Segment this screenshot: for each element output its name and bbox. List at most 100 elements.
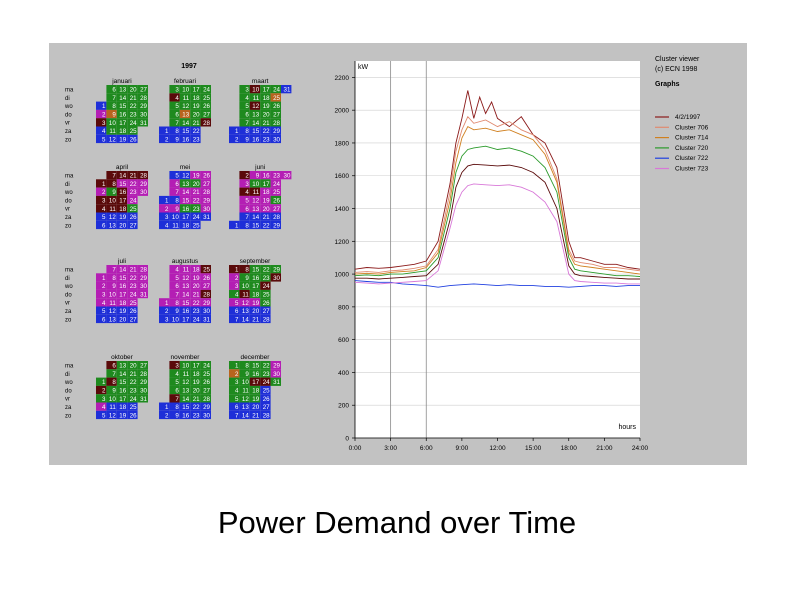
calendar-day-cell: [190, 195, 201, 205]
calendar-day-number: 5: [175, 173, 179, 180]
calendar-day-cell: [260, 402, 271, 411]
calendar-day-cell: [260, 410, 271, 420]
calendar-day-number: 22: [263, 363, 270, 370]
calendar-day-number: 21: [193, 292, 200, 299]
calendar-day-number: 28: [273, 214, 280, 221]
calendar-day-number: 19: [263, 103, 270, 110]
calendar-day-number: 24: [273, 87, 280, 94]
calendar-day-number: 2: [235, 136, 239, 143]
calendar-day-number: 4: [245, 95, 249, 102]
copyright: (c) ECN 1998: [655, 66, 698, 73]
calendar-day-number: 14: [182, 189, 189, 196]
calendar-day-number: 23: [193, 206, 200, 213]
calendar-day-number: 7: [175, 292, 179, 299]
month-name: juni: [254, 164, 265, 171]
calendar-day-number: 5: [175, 379, 179, 386]
calendar-day-number: 30: [203, 206, 210, 213]
calendar-day-number: 27: [130, 222, 137, 229]
calendar-day-cell: [96, 204, 107, 213]
calendar-day-number: 30: [273, 371, 280, 378]
calendar-day-cell: [116, 314, 128, 324]
calendar-day-number: 3: [102, 396, 106, 403]
calendar-day-number: 23: [193, 412, 200, 419]
day-label: wo: [64, 380, 73, 386]
calendar-day-cell: [260, 289, 271, 299]
calendar-day-cell: [137, 289, 148, 299]
calendar-day-cell: [239, 385, 250, 395]
calendar-day-number: 27: [203, 181, 210, 188]
calendar-day-cell: [116, 187, 128, 196]
x-tick-label: 24:00: [632, 445, 649, 452]
calendar-day-number: 11: [109, 300, 116, 307]
calendar-day-cell: [229, 377, 240, 386]
series-line-2: [354, 115, 641, 273]
calendar-day-number: 5: [175, 103, 179, 110]
calendar-day-number: 3: [102, 198, 106, 205]
calendar-day-number: 20: [193, 112, 200, 119]
month-name: juli: [117, 258, 126, 265]
calendar-day-cell: [239, 187, 250, 196]
calendar-day-cell: [106, 265, 117, 274]
calendar-day-cell: [169, 314, 180, 324]
calendar-day-number: 4: [235, 388, 239, 395]
calendar-day-cell: [229, 281, 240, 290]
calendar-day-cell: [169, 118, 180, 127]
calendar-day-number: 22: [263, 267, 270, 274]
calendar-day-cell: [249, 109, 261, 119]
calendar-day-number: 17: [263, 87, 270, 94]
calendar-day-cell: [116, 265, 128, 274]
calendar-day-cell: [159, 195, 170, 205]
calendar-day-number: 20: [193, 181, 200, 188]
calendar-day-cell: [229, 134, 240, 144]
calendar-day-cell: [116, 101, 128, 110]
calendar-day-cell: [260, 187, 271, 196]
calendar-day-cell: [190, 204, 201, 213]
calendar-day-cell: [270, 93, 281, 102]
calendar-day-number: 2: [165, 206, 169, 213]
calendar-day-number: 2: [165, 412, 169, 419]
calendar-1997: 1997januarimadiwodovrzazo123456789101112…: [64, 63, 292, 420]
y-tick-label: 800: [338, 304, 349, 311]
calendar-day-number: 10: [109, 120, 116, 127]
calendar-day-number: 24: [263, 379, 270, 386]
calendar-day-number: 3: [235, 283, 239, 290]
y-tick-label: 1200: [335, 239, 350, 246]
power-demand-chart: 0 200 400 600 800 1000 1200 1400 1600 1800 2000 220…: [335, 61, 649, 452]
calendar-day-number: 19: [263, 198, 270, 205]
calendar-day-cell: [190, 118, 201, 127]
calendar-day-cell: [96, 298, 107, 307]
day-label: ma: [65, 88, 74, 94]
calendar-day-number: 21: [263, 214, 270, 221]
calendar-day-number: 25: [263, 388, 270, 395]
day-label: za: [65, 129, 72, 135]
calendar-day-cell: [190, 171, 201, 180]
calendar-day-cell: [179, 314, 191, 324]
calendar-day-number: 21: [263, 120, 270, 127]
calendar-day-number: 27: [140, 87, 147, 94]
day-label: wo: [64, 284, 73, 290]
calendar-day-number: 3: [235, 379, 239, 386]
calendar-day-number: 29: [273, 363, 280, 370]
calendar-day-number: 31: [284, 87, 291, 94]
calendar-day-cell: [106, 220, 117, 230]
calendar-day-number: 9: [245, 371, 249, 378]
month-juli: julimadiwodovrzazo1234567891011121314151…: [64, 258, 148, 323]
calendar-day-number: 7: [112, 95, 116, 102]
calendar-day-cell: [190, 273, 201, 282]
calendar-day-cell: [96, 126, 107, 135]
calendar-day-number: 7: [175, 189, 179, 196]
calendar-day-number: 15: [252, 363, 259, 370]
calendar-day-number: 19: [193, 275, 200, 282]
calendar-day-cell: [169, 126, 180, 135]
calendar-day-number: 25: [130, 404, 137, 411]
calendar-day-number: 8: [245, 267, 249, 274]
calendar-day-number: 13: [242, 308, 249, 315]
calendar-day-number: 28: [273, 120, 280, 127]
calendar-day-cell: [239, 273, 250, 282]
calendar-day-number: 17: [119, 120, 126, 127]
calendar-day-number: 4: [175, 371, 179, 378]
calendar-day-number: 27: [203, 388, 210, 395]
calendar-day-cell: [260, 118, 271, 127]
calendar-day-cell: [137, 394, 148, 403]
month-name: maart: [252, 78, 269, 85]
